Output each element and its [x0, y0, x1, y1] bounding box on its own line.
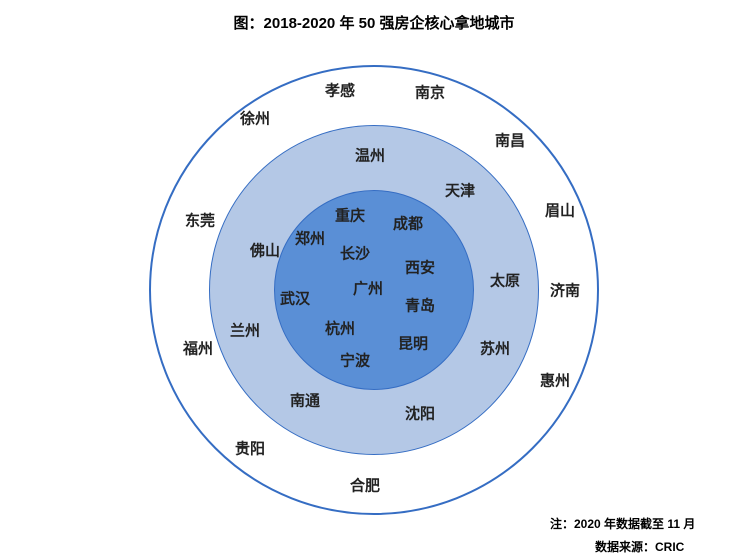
chart-title: 图：2018-2020 年 50 强房企核心拿地城市: [234, 12, 515, 33]
city-outer: 南昌: [495, 130, 525, 151]
city-inner: 宁波: [340, 350, 370, 371]
city-inner: 杭州: [325, 318, 355, 339]
city-inner: 长沙: [340, 243, 370, 264]
city-middle: 苏州: [480, 338, 510, 359]
city-inner: 郑州: [295, 228, 325, 249]
city-outer: 南京: [415, 82, 445, 103]
city-outer: 孝感: [325, 80, 355, 101]
city-outer: 贵阳: [235, 438, 265, 459]
city-middle: 天津: [445, 180, 475, 201]
city-middle: 太原: [490, 270, 520, 291]
footnote-date-range: 注：2020 年数据截至 11 月: [550, 515, 695, 532]
city-inner: 重庆: [335, 205, 365, 226]
city-inner: 成都: [393, 213, 423, 234]
city-inner: 昆明: [398, 333, 428, 354]
footnote-data-source: 数据来源：CRIC: [595, 538, 684, 555]
city-outer: 徐州: [240, 108, 270, 129]
city-outer: 眉山: [545, 200, 575, 221]
city-middle: 兰州: [230, 320, 260, 341]
city-outer: 合肥: [350, 475, 380, 496]
city-outer: 惠州: [540, 370, 570, 391]
city-outer: 福州: [183, 338, 213, 359]
city-inner: 西安: [405, 257, 435, 278]
city-middle: 温州: [355, 145, 385, 166]
city-outer: 东莞: [185, 210, 215, 231]
city-inner: 广州: [353, 278, 383, 299]
city-inner: 青岛: [405, 295, 435, 316]
city-outer: 济南: [550, 280, 580, 301]
city-middle: 佛山: [250, 240, 280, 261]
city-inner: 武汉: [280, 288, 310, 309]
city-middle: 沈阳: [405, 403, 435, 424]
city-middle: 南通: [290, 390, 320, 411]
